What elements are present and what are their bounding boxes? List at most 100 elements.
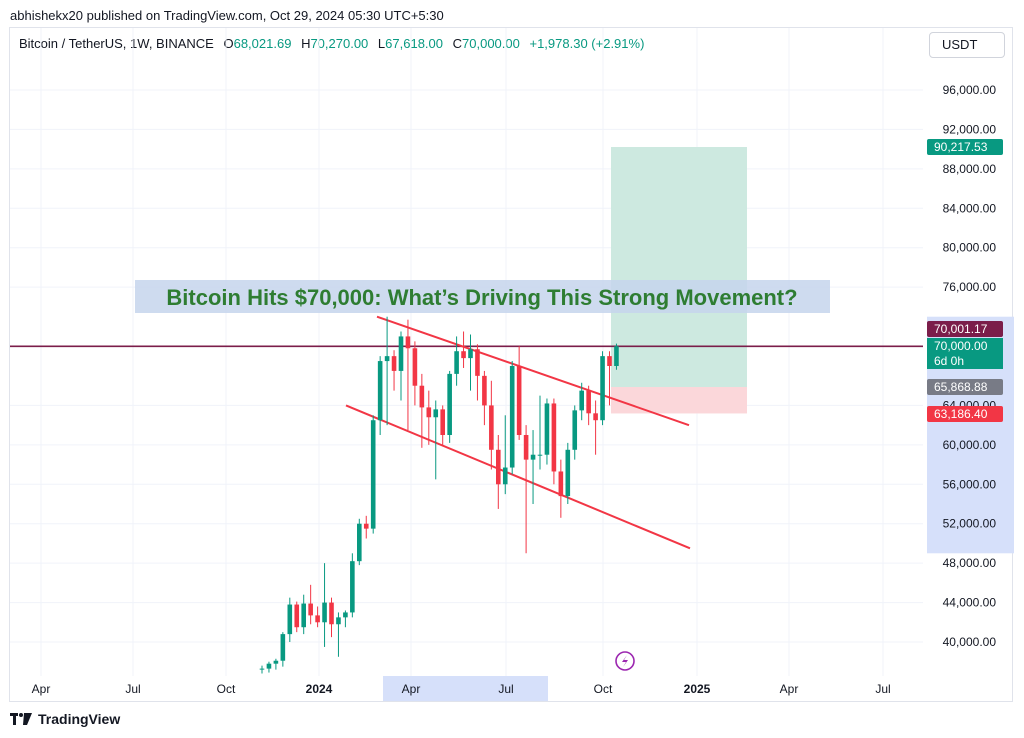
candle[interactable] — [551, 398, 557, 485]
candle-body — [496, 449, 501, 485]
candle[interactable] — [502, 415, 508, 495]
currency-button[interactable]: USDT — [929, 32, 1005, 58]
candle-body — [391, 356, 397, 371]
candle[interactable] — [544, 398, 550, 465]
candle[interactable] — [454, 336, 459, 386]
candle[interactable] — [273, 658, 279, 670]
time-tick-label: Apr — [402, 682, 421, 696]
candle[interactable] — [530, 430, 536, 504]
time-tick-label: Oct — [594, 682, 613, 696]
candle[interactable] — [405, 319, 411, 431]
candle-body — [579, 390, 584, 411]
price-tick-label: 80,000.00 — [943, 241, 997, 255]
candle[interactable] — [329, 597, 334, 638]
candle[interactable] — [468, 334, 473, 391]
symbol-title[interactable]: Bitcoin / TetherUS, 1W, BINANCE — [19, 36, 214, 51]
candle-body — [551, 403, 557, 472]
candle[interactable] — [266, 661, 272, 673]
candle-body — [398, 336, 404, 371]
candle[interactable] — [509, 361, 515, 475]
candle[interactable] — [384, 316, 390, 426]
axis-price-label-text: 63,186.40 — [934, 407, 988, 421]
candle-body — [544, 403, 550, 455]
candle[interactable] — [336, 612, 341, 657]
close-value: 70,000.00 — [462, 36, 520, 51]
price-tick-label: 96,000.00 — [943, 83, 997, 97]
chart-grid — [10, 28, 923, 676]
channel-lower-trendline[interactable] — [345, 404, 691, 550]
candle[interactable] — [398, 331, 404, 401]
profit-zone[interactable] — [611, 146, 747, 388]
candle[interactable] — [523, 425, 529, 554]
candle-body — [537, 454, 543, 456]
candle[interactable] — [489, 380, 494, 470]
candle[interactable] — [412, 341, 418, 406]
candle[interactable] — [370, 415, 376, 534]
candle[interactable] — [607, 351, 612, 406]
candle[interactable] — [280, 632, 286, 667]
candle[interactable] — [426, 390, 432, 445]
candle[interactable] — [315, 606, 320, 628]
headline-background — [135, 280, 830, 313]
candle[interactable] — [461, 331, 466, 368]
candle[interactable] — [350, 553, 355, 618]
candle[interactable] — [322, 563, 327, 647]
candle[interactable] — [593, 400, 598, 455]
candle[interactable] — [391, 350, 397, 391]
candle-body — [516, 366, 522, 435]
candle[interactable] — [357, 518, 362, 566]
candle[interactable] — [287, 597, 293, 642]
axis-price-label-text: 70,001.17 — [934, 322, 988, 336]
channel-upper-trendline[interactable] — [376, 315, 690, 427]
candle-body — [322, 602, 327, 623]
candle-body — [419, 385, 425, 408]
candle[interactable] — [377, 356, 383, 435]
candle-body — [308, 603, 313, 616]
candle-body — [273, 660, 279, 664]
footer: TradingView — [10, 711, 120, 727]
candle-body — [301, 603, 306, 628]
candle[interactable] — [419, 373, 425, 448]
lightning-icon[interactable] — [615, 651, 635, 671]
candle[interactable] — [343, 610, 348, 628]
candle[interactable] — [572, 405, 578, 460]
ohlc-legend: Bitcoin / TetherUS, 1W, BINANCE O68,021.… — [19, 36, 644, 51]
loss-zone[interactable] — [611, 387, 747, 414]
candle-body — [523, 435, 529, 460]
candle[interactable] — [614, 343, 619, 370]
axis-price-label: 65,868.88 — [927, 379, 1003, 395]
candle[interactable] — [579, 382, 584, 421]
candle[interactable] — [516, 346, 522, 440]
candle-body — [294, 604, 300, 628]
candle[interactable] — [600, 351, 605, 426]
candle-body — [482, 375, 487, 406]
candle[interactable] — [294, 601, 300, 633]
candle[interactable] — [558, 459, 564, 518]
candle[interactable] — [475, 344, 480, 401]
candle-body — [343, 612, 348, 618]
candle[interactable] — [433, 400, 439, 480]
candle-body — [329, 602, 334, 625]
candle[interactable] — [308, 584, 313, 625]
low-label: L — [377, 36, 386, 51]
candle-body — [384, 356, 390, 362]
candle[interactable] — [363, 515, 369, 539]
axis-price-label: 70,000.00 — [927, 338, 1003, 354]
candle-body — [350, 561, 355, 613]
candle[interactable] — [586, 385, 591, 426]
axis-price-label-text: 6d 0h — [934, 354, 964, 368]
candle[interactable] — [301, 594, 306, 635]
footer-brand: TradingView — [38, 711, 121, 727]
time-tick-label: Apr — [780, 682, 799, 696]
axis-price-label-text: 65,868.88 — [934, 380, 988, 394]
candle[interactable] — [565, 442, 571, 504]
candle[interactable] — [482, 370, 487, 426]
candle-body — [426, 407, 432, 418]
candle[interactable] — [447, 370, 452, 443]
candle[interactable] — [259, 665, 265, 674]
candle[interactable] — [440, 405, 445, 445]
candle[interactable] — [537, 395, 543, 470]
candle[interactable] — [496, 435, 501, 509]
